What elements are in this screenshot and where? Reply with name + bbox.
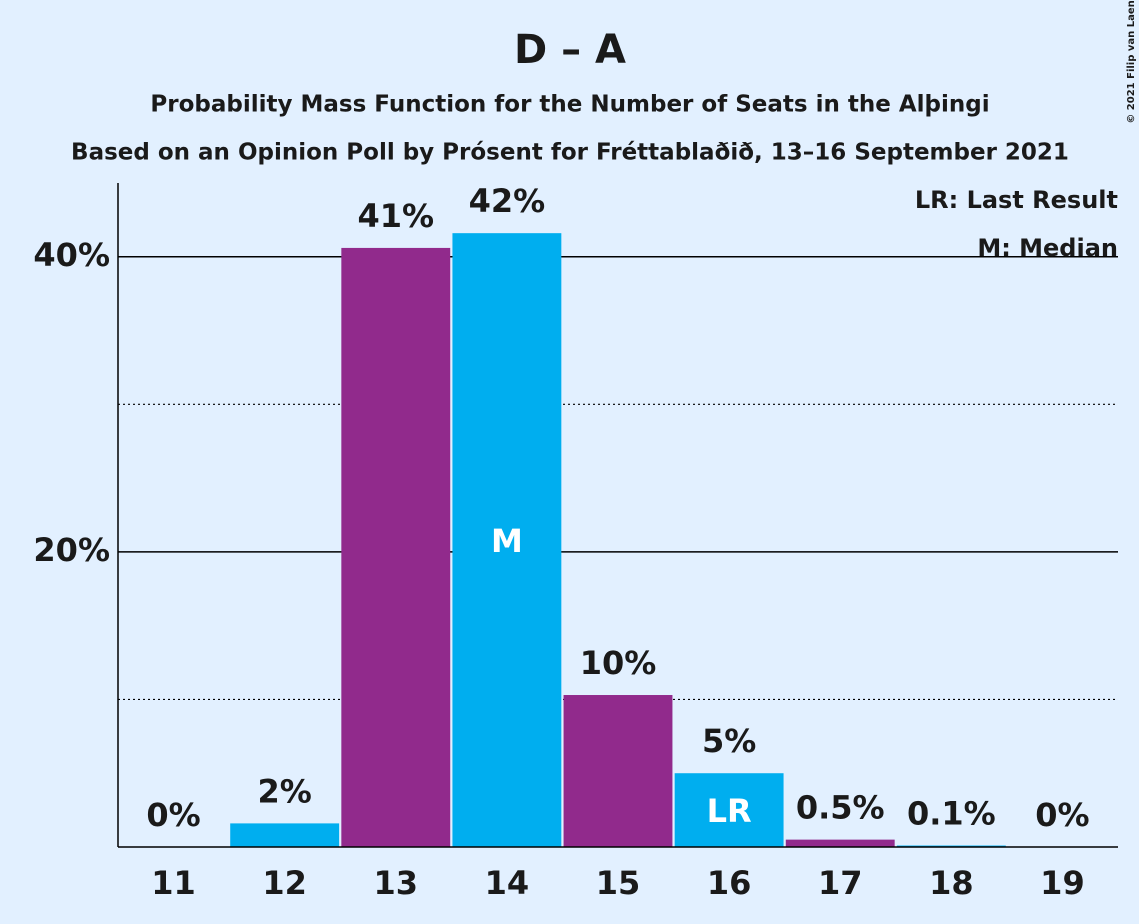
chart-subtitle: Probability Mass Function for the Number… <box>150 92 989 118</box>
value-label: 2% <box>258 772 312 810</box>
value-label: 10% <box>580 644 657 682</box>
legend-entry: M: Median <box>977 234 1118 262</box>
x-tick-label: 11 <box>151 864 196 902</box>
bar <box>230 823 340 847</box>
y-tick-label: 20% <box>33 531 110 569</box>
x-tick-label: 19 <box>1040 864 1085 902</box>
value-label: 0% <box>146 796 200 834</box>
bar-annotation: LR <box>707 792 752 830</box>
x-tick-label: 18 <box>929 864 974 902</box>
value-label: 42% <box>469 182 546 220</box>
bar <box>341 247 451 847</box>
value-label: 0.1% <box>907 795 996 833</box>
x-tick-label: 16 <box>707 864 752 902</box>
y-tick-label: 40% <box>33 236 110 274</box>
bar-annotation: M <box>491 522 523 560</box>
x-tick-label: 12 <box>262 864 307 902</box>
bar <box>785 839 895 847</box>
chart-title: D – A <box>514 27 626 73</box>
x-tick-label: 14 <box>485 864 530 902</box>
bar <box>563 695 673 847</box>
x-tick-label: 13 <box>374 864 419 902</box>
value-label: 41% <box>357 197 434 235</box>
copyright: © 2021 Filip van Laenen <box>1126 0 1137 124</box>
value-label: 5% <box>702 722 756 760</box>
value-label: 0.5% <box>796 789 885 827</box>
legend-entry: LR: Last Result <box>915 186 1118 214</box>
x-tick-label: 15 <box>596 864 641 902</box>
bar <box>452 233 562 847</box>
chart-subtitle: Based on an Opinion Poll by Prósent for … <box>71 140 1069 166</box>
bar <box>674 773 784 847</box>
value-label: 0% <box>1035 796 1089 834</box>
x-tick-label: 17 <box>818 864 863 902</box>
